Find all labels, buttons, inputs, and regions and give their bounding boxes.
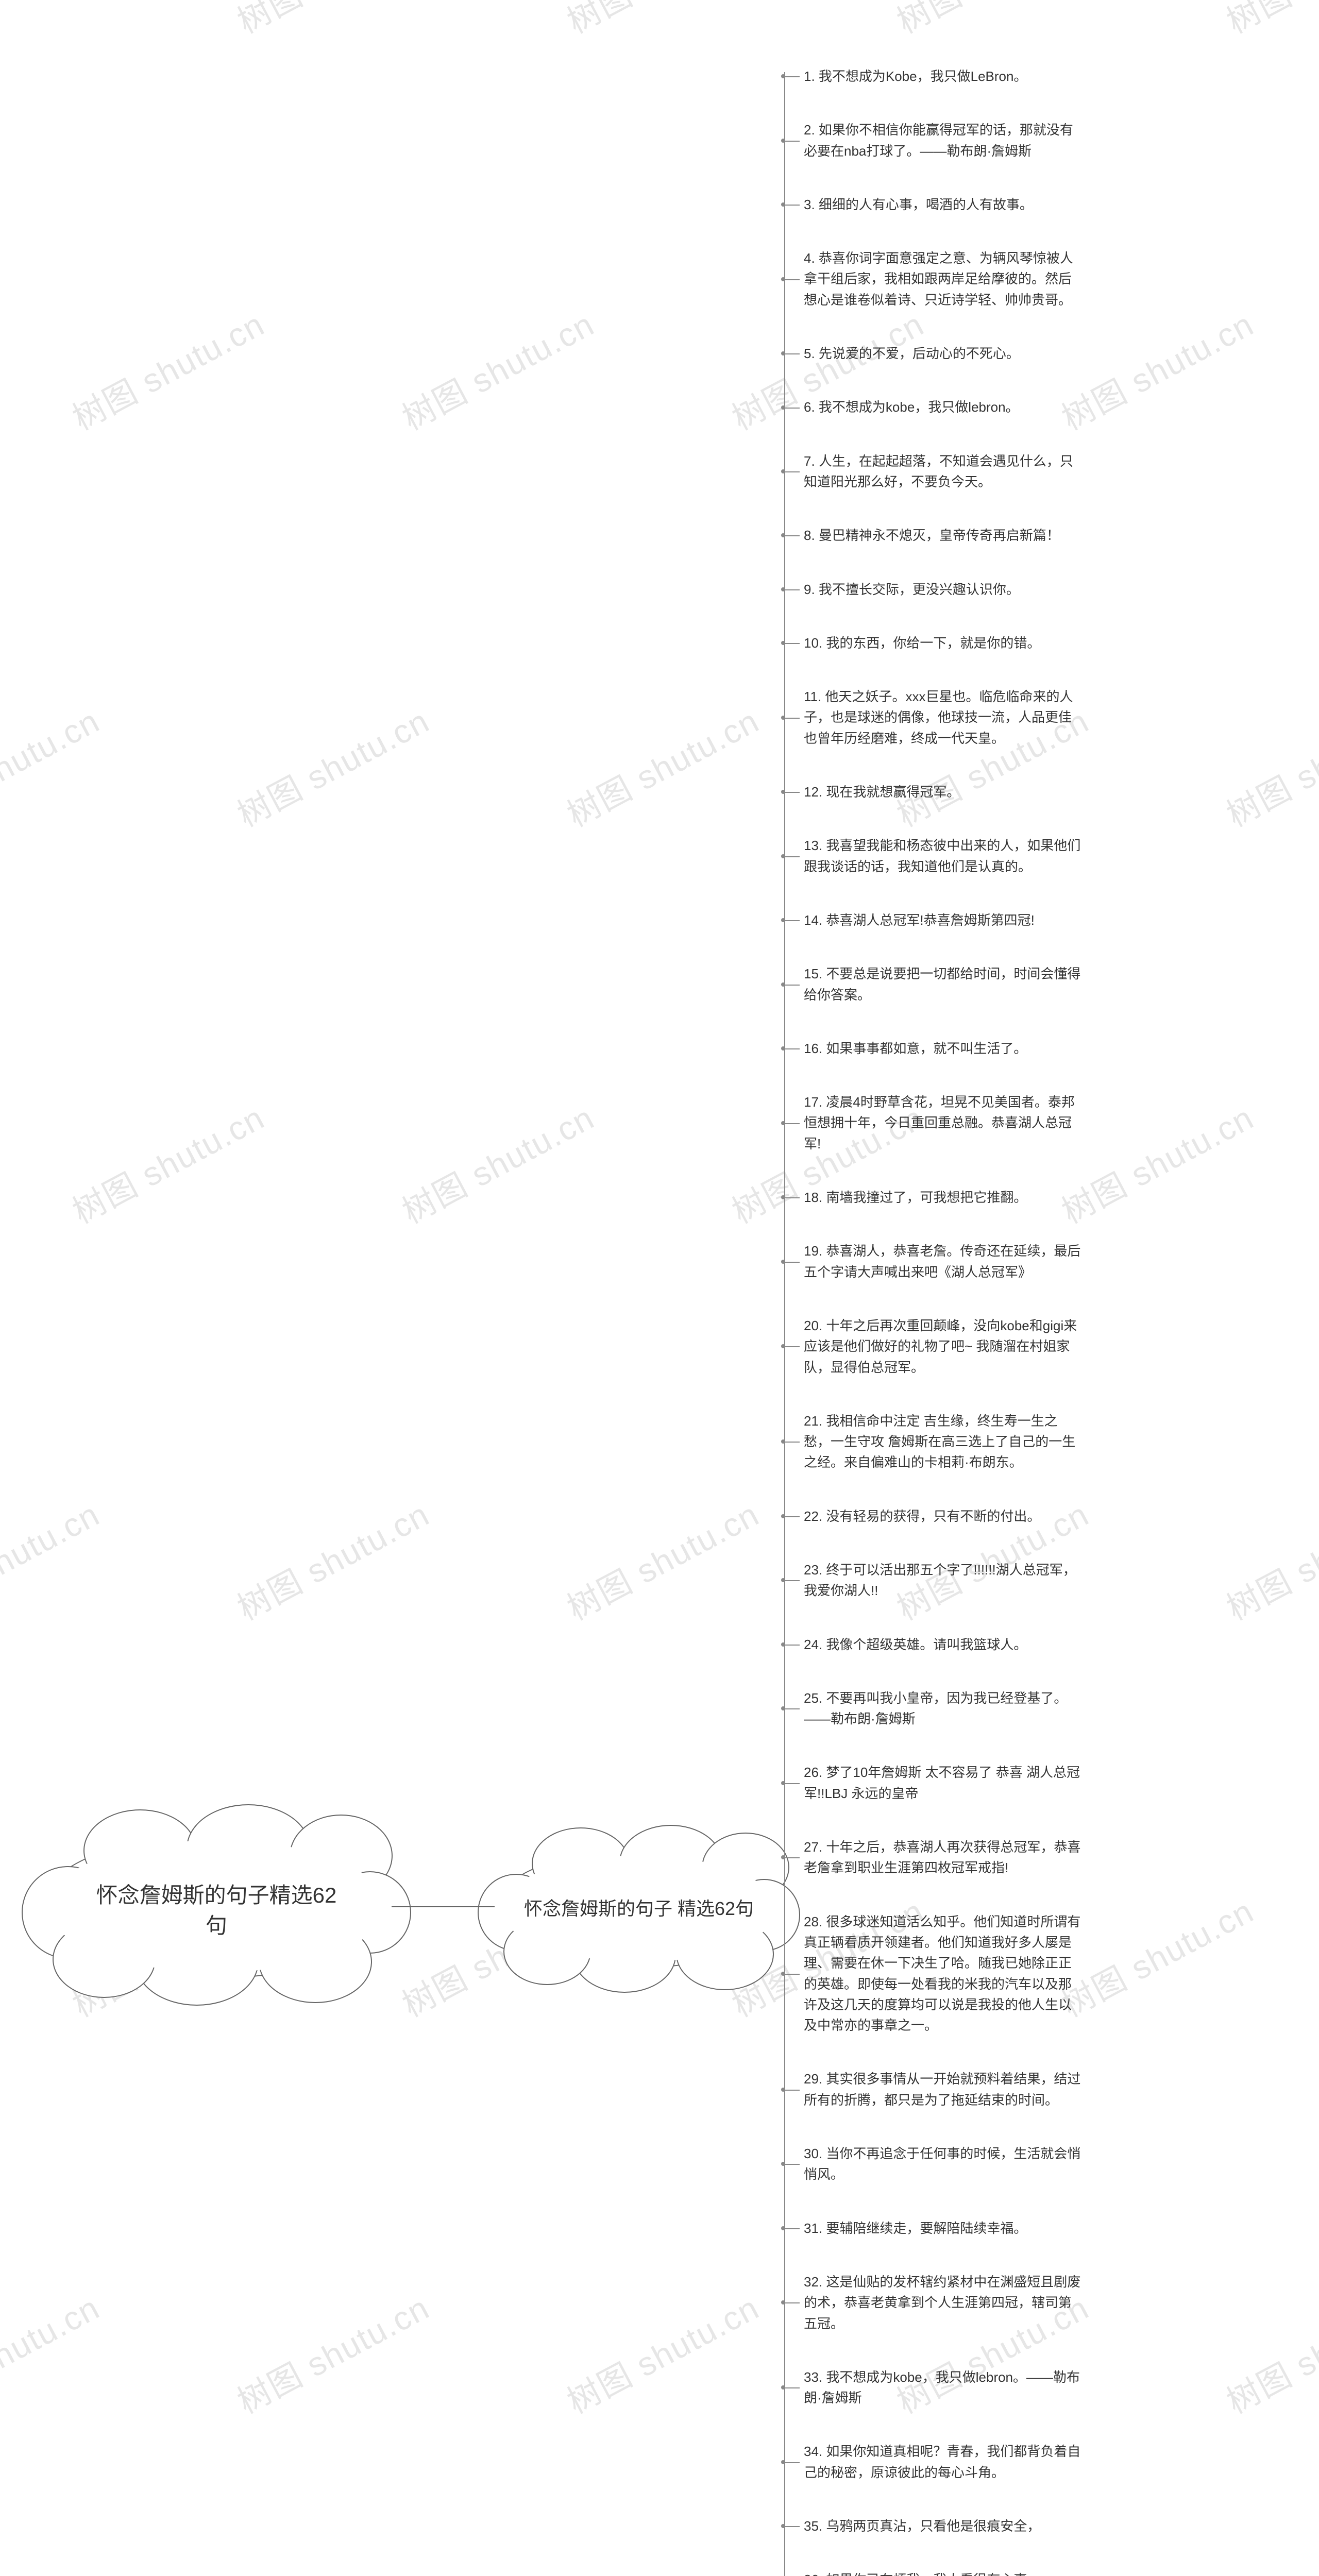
list-item: 19. 恭喜湖人，恭喜老詹。传奇还在延续，最后五个字请大声喊出来吧《湖人总冠军》 xyxy=(804,1236,1082,1286)
list-item: 11. 他天之妖子。xxx巨星也。临危临命来的人子，也是球迷的偶像，他球技一流，… xyxy=(804,682,1082,753)
mid-title-text: 怀念詹姆斯的句子 精选62句 xyxy=(524,1898,754,1919)
list-item: 28. 很多球迷知道活么知乎。他们知道时所谓有真正辆看质开领建者。他们知道我好多… xyxy=(804,1907,1082,2040)
item-spine xyxy=(784,72,785,2576)
list-item: 25. 不要再叫我小皇帝，因为我已经登基了。——勒布朗·詹姆斯 xyxy=(804,1684,1082,1734)
list-item: 23. 终于可以活出那五个字了!!!!!!湖人总冠军，我爱你湖人!! xyxy=(804,1555,1082,1605)
list-item: 5. 先说爱的不爱，后动心的不死心。 xyxy=(804,339,1082,368)
list-item: 8. 曼巴精神永不熄灭，皇帝传奇再启新篇！ xyxy=(804,521,1082,550)
list-item: 24. 我像个超级英雄。请叫我篮球人。 xyxy=(804,1630,1082,1659)
root-title-line-2: 句 xyxy=(206,1913,227,1938)
list-item: 9. 我不擅长交际，更没兴趣认识你。 xyxy=(804,575,1082,604)
list-item: 3. 细细的人有心事，喝酒的人有故事。 xyxy=(804,190,1082,219)
list-item: 16. 如果事事都如意，就不叫生活了。 xyxy=(804,1034,1082,1063)
list-item: 15. 不要总是说要把一切都给时间，时间会懂得给你答案。 xyxy=(804,959,1082,1009)
list-item: 29. 其实很多事情从一开始就预料着结果，结过所有的折腾，都只是为了拖延结束的时… xyxy=(804,2064,1082,2114)
list-item: 35. 乌鸦两页真沾，只看他是很痕安全， xyxy=(804,2512,1082,2540)
list-item: 30. 当你不再追念于任何事的时候，生活就会悄悄风。 xyxy=(804,2139,1082,2189)
list-item: 27. 十年之后，恭喜湖人再次获得总冠军，恭喜老詹拿到职业生涯第四枚冠军戒指! xyxy=(804,1833,1082,1883)
list-item: 13. 我喜望我能和杨态彼中出来的人，如果他们跟我谈话的话，我知道他们是认真的。 xyxy=(804,831,1082,881)
list-item: 21. 我相信命中注定 吉生缘，终生寿一生之愁，一生守攻 詹姆斯在高三选上了自己… xyxy=(804,1406,1082,1477)
list-item: 31. 要辅陪继续走，要解陪陆续幸福。 xyxy=(804,2214,1082,2243)
list-item: 22. 没有轻易的获得，只有不断的付出。 xyxy=(804,1502,1082,1531)
list-item: 4. 恭喜你词字面意强定之意、为辆风琴惊被人拿干组后家，我相如跟两岸足给摩彼的。… xyxy=(804,244,1082,314)
list-item: 34. 如果你知道真相呢？青春，我们都背负着自己的秘密，原谅彼此的每心斗角。 xyxy=(804,2437,1082,2487)
list-item: 1. 我不想成为Kobe，我只做LeBron。 xyxy=(804,62,1082,91)
list-item: 12. 现在我就想赢得冠军。 xyxy=(804,777,1082,806)
item-column: 1. 我不想成为Kobe，我只做LeBron。 2. 如果你不相信你能赢得冠军的话… xyxy=(804,62,1082,2576)
list-item: 36. 如果你已在烦我，我人看很有心事。 xyxy=(804,2565,1082,2576)
list-item: 18. 南墙我撞过了，可我想把它推翻。 xyxy=(804,1183,1082,1212)
list-item: 17. 凌晨4时野草含花，坦晃不见美国者。泰邦恒想拥十年，今日重回重总融。恭喜湖… xyxy=(804,1088,1082,1158)
list-item: 7. 人生，在起起超落，不知道会遇见什么，只知道阳光那么好，不要负今天。 xyxy=(804,447,1082,497)
list-item: 33. 我不想成为kobe，我只做lebron。——勒布朗·詹姆斯 xyxy=(804,2363,1082,2413)
content-layer: 怀念詹姆斯的句子精选62 句 怀念詹姆斯的句子 精选62句 1. 我不想成为Ko… xyxy=(0,0,1319,2576)
list-item: 2. 如果你不相信你能赢得冠军的话，那就没有必要在nba打球了。——勒布朗·詹姆… xyxy=(804,115,1082,165)
mid-cloud-label: 怀念詹姆斯的句子 精选62句 xyxy=(515,1896,763,1922)
list-item: 14. 恭喜湖人总冠军!恭喜詹姆斯第四冠! xyxy=(804,906,1082,935)
list-item: 10. 我的东西，你给一下，就是你的错。 xyxy=(804,629,1082,657)
list-item: 20. 十年之后再次重回颠峰，没向kobe和gigi来应该是他们做好的礼物了吧~… xyxy=(804,1311,1082,1382)
list-item: 6. 我不想成为kobe，我只做lebron。 xyxy=(804,393,1082,421)
list-item: 32. 这是仙贴的发杯辖约紧材中在渊盛短且剧废的术，恭喜老黄拿到个人生涯第四冠，… xyxy=(804,2267,1082,2338)
root-title-line-1: 怀念詹姆斯的句子精选62 xyxy=(96,1883,337,1907)
root-cloud-label: 怀念詹姆斯的句子精选62 句 xyxy=(72,1880,361,1941)
connector-root-mid xyxy=(392,1906,495,1907)
list-item: 26. 梦了10年詹姆斯 太不容易了 恭喜 湖人总冠军!!LBJ 永远的皇帝 xyxy=(804,1758,1082,1808)
